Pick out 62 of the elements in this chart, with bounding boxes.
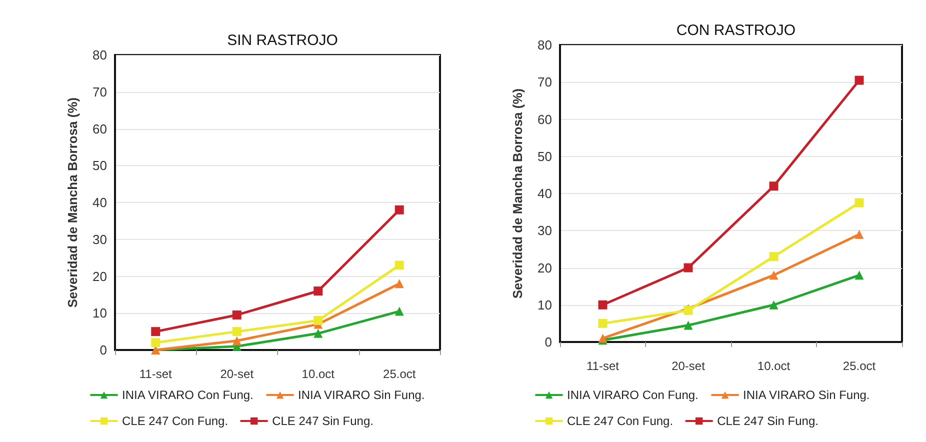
legend-label: INIA VIRARO Sin Fung. bbox=[743, 388, 870, 402]
y-tick-label: 80 bbox=[538, 38, 552, 52]
point bbox=[151, 338, 160, 348]
y-axis-title: Severidad de Mancha Borrosa (%) bbox=[510, 88, 525, 299]
point bbox=[854, 76, 864, 85]
point bbox=[769, 300, 778, 310]
legend-label: INIA VIRARO Sin Fung. bbox=[298, 388, 425, 402]
legend-label: CLE 247 Con Fung. bbox=[122, 414, 228, 428]
point bbox=[769, 182, 778, 191]
point bbox=[151, 327, 160, 336]
y-tick-label: 60 bbox=[538, 112, 552, 127]
y-tick-label: 40 bbox=[538, 186, 552, 201]
point bbox=[394, 260, 404, 270]
y-tick-label: 60 bbox=[92, 121, 107, 136]
point bbox=[314, 316, 323, 325]
point bbox=[598, 300, 608, 310]
point bbox=[314, 286, 323, 296]
y-tick-label: 20 bbox=[92, 268, 107, 284]
y-tick-label: 80 bbox=[92, 48, 107, 62]
point bbox=[684, 263, 693, 272]
point bbox=[232, 310, 242, 320]
point bbox=[684, 320, 693, 330]
y-tick-label: 50 bbox=[92, 158, 107, 174]
y-tick-label: 70 bbox=[538, 74, 552, 90]
legend-label: CLE 247 Sin Fung. bbox=[717, 414, 818, 428]
chart-title: CON RASTROJO bbox=[676, 22, 796, 39]
y-axis-title: Severidad de Mancha Borrosa (%) bbox=[65, 97, 80, 308]
point bbox=[854, 198, 864, 208]
legend-label: INIA VIRARO Con Fung. bbox=[567, 388, 698, 402]
point bbox=[598, 318, 608, 328]
point bbox=[769, 252, 778, 262]
y-tick-label: 0 bbox=[544, 334, 552, 350]
x-tick-label: 20-set bbox=[220, 367, 254, 381]
legend-label: CLE 247 Sin Fung. bbox=[272, 414, 374, 428]
point bbox=[854, 230, 864, 239]
point bbox=[394, 279, 404, 288]
legend-label: INIA VIRARO Con Fung. bbox=[122, 388, 254, 402]
x-tick-label: 10.oct bbox=[302, 367, 336, 381]
y-tick-label: 10 bbox=[92, 306, 107, 321]
x-tick-label: 25.oct bbox=[383, 367, 416, 381]
y-tick-label: 0 bbox=[100, 342, 107, 358]
y-tick-label: 30 bbox=[92, 232, 107, 247]
point bbox=[314, 328, 323, 338]
x-tick-label: 20-set bbox=[672, 359, 706, 373]
point bbox=[394, 205, 404, 214]
y-tick-label: 50 bbox=[538, 148, 552, 164]
point bbox=[769, 270, 778, 280]
point bbox=[232, 336, 242, 346]
y-tick-label: 40 bbox=[92, 195, 107, 210]
y-tick-label: 70 bbox=[92, 84, 107, 100]
y-tick-label: 30 bbox=[538, 223, 552, 238]
x-tick-label: 10.oct bbox=[757, 359, 791, 373]
point bbox=[394, 306, 404, 316]
x-tick-label: 25.oct bbox=[842, 359, 876, 373]
chart-title: SIN RASTROJO bbox=[227, 32, 338, 49]
x-tick-label: 11-set bbox=[586, 359, 620, 373]
point bbox=[854, 270, 864, 280]
legend-label: CLE 247 Con Fung. bbox=[567, 414, 674, 428]
y-tick-label: 10 bbox=[538, 297, 552, 312]
point bbox=[232, 327, 242, 336]
y-tick-label: 20 bbox=[538, 260, 552, 276]
x-tick-label: 11-set bbox=[139, 367, 173, 381]
